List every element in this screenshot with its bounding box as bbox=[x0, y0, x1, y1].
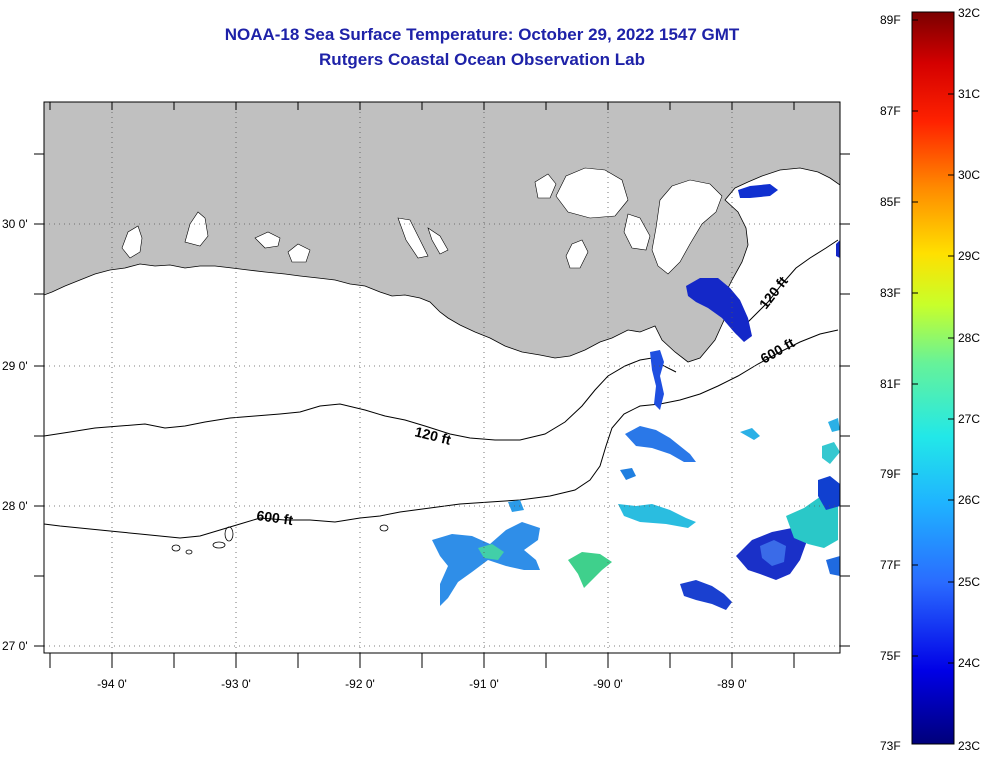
colorbar-c-label: 26C bbox=[958, 493, 980, 507]
colorbar-f-label: 75F bbox=[880, 649, 901, 663]
colorbar-c-label: 25C bbox=[958, 575, 980, 589]
contour-600ft bbox=[44, 329, 839, 539]
colorbar bbox=[911, 11, 955, 745]
graticule bbox=[44, 102, 840, 653]
colorbar-c-label: 30C bbox=[958, 168, 980, 182]
colorbar-f-label: 77F bbox=[880, 558, 901, 572]
colorbar-f-label: 73F bbox=[880, 739, 901, 753]
lon-label: -94 0' bbox=[97, 677, 127, 691]
colorbar-f-label: 89F bbox=[880, 13, 901, 27]
lat-label: 29 0' bbox=[2, 359, 28, 373]
lon-label: -92 0' bbox=[345, 677, 375, 691]
colorbar-f-label: 85F bbox=[880, 195, 901, 209]
colorbar-c-label: 27C bbox=[958, 412, 980, 426]
contour-label-600-west: 600 ft bbox=[256, 507, 295, 528]
colorbar-f-label: 87F bbox=[880, 104, 901, 118]
contour-120ft bbox=[44, 357, 677, 441]
colorbar-c-label: 29C bbox=[958, 249, 980, 263]
colorbar-f-label: 83F bbox=[880, 286, 901, 300]
land-mass bbox=[44, 102, 840, 363]
lat-label: 30 0' bbox=[2, 217, 28, 231]
sst-data-patches bbox=[432, 184, 840, 610]
colorbar-c-label: 32C bbox=[958, 6, 980, 20]
colorbar-c-label: 31C bbox=[958, 87, 980, 101]
lat-label: 28 0' bbox=[2, 499, 28, 513]
colorbar-f-label: 81F bbox=[880, 377, 901, 391]
lon-label: -89 0' bbox=[717, 677, 747, 691]
colorbar-c-label: 24C bbox=[958, 656, 980, 670]
map-subtitle: Rutgers Coastal Ocean Observation Lab bbox=[319, 50, 645, 69]
lat-label: 27 0' bbox=[2, 639, 28, 653]
contour-120ft-east bbox=[735, 239, 839, 335]
colorbar-ticks bbox=[912, 19, 954, 664]
colorbar-f-label: 79F bbox=[880, 467, 901, 481]
lon-label: -93 0' bbox=[221, 677, 251, 691]
axis-ticks bbox=[34, 102, 850, 668]
lon-label: -90 0' bbox=[593, 677, 623, 691]
map-frame bbox=[43, 101, 841, 654]
lon-label: -91 0' bbox=[469, 677, 499, 691]
colorbar-c-label: 23C bbox=[958, 739, 980, 753]
colorbar-c-label: 28C bbox=[958, 331, 980, 345]
shoal-outlines bbox=[171, 524, 389, 555]
map-title: NOAA-18 Sea Surface Temperature: October… bbox=[224, 25, 740, 44]
